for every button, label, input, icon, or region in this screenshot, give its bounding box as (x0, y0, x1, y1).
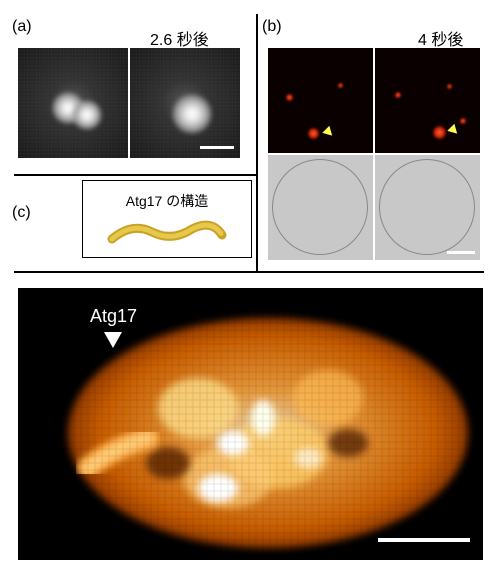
white-arrowhead (104, 332, 122, 348)
scale-bar (200, 146, 234, 149)
yellow-arrowhead (322, 126, 335, 139)
time-label-b: 4 秒後 (418, 26, 463, 50)
divider (256, 14, 258, 272)
divider (14, 271, 484, 273)
pixel-grid (18, 288, 483, 560)
red-punctum (447, 84, 452, 89)
fluorescent-blob (72, 100, 102, 130)
micrograph-b1-bf (268, 155, 373, 260)
red-punctum (308, 128, 319, 139)
panel-a (18, 48, 240, 158)
panel-b-col2 (375, 48, 480, 260)
micrograph-a2 (130, 48, 240, 158)
panel-label-b: (b) (262, 18, 282, 36)
red-punctum (460, 118, 466, 124)
scale-bar (378, 538, 470, 542)
panel-b (268, 48, 480, 260)
panel-c-inset: Atg17 の構造 (82, 180, 252, 258)
vesicle-outline (272, 159, 368, 255)
micrograph-b2-fluor (375, 48, 480, 153)
panel-b-col1 (268, 48, 373, 260)
atg17-structure-icon (107, 217, 227, 247)
micrograph-b2-bf (375, 155, 480, 260)
fluorescent-blob (172, 94, 212, 134)
micrograph-b1-fluor (268, 48, 373, 153)
red-punctum (338, 83, 343, 88)
vesicle-outline (379, 159, 475, 255)
red-punctum (395, 92, 401, 98)
red-punctum (286, 94, 293, 101)
panel-c-main: Atg17 (18, 288, 483, 560)
red-punctum (433, 126, 446, 139)
panel-label-c: (c) (12, 204, 31, 222)
scale-bar (447, 251, 475, 254)
figure-container: (a) (b) (c) 2.6 秒後 4 秒後 (0, 0, 500, 576)
yellow-arrowhead (447, 124, 460, 137)
divider (14, 174, 258, 176)
panel-label-a: (a) (12, 18, 32, 36)
micrograph-a1 (18, 48, 128, 158)
atg17-pointer-label: Atg17 (90, 306, 137, 327)
inset-title: Atg17 の構造 (126, 191, 208, 211)
time-label-a: 2.6 秒後 (150, 26, 209, 50)
